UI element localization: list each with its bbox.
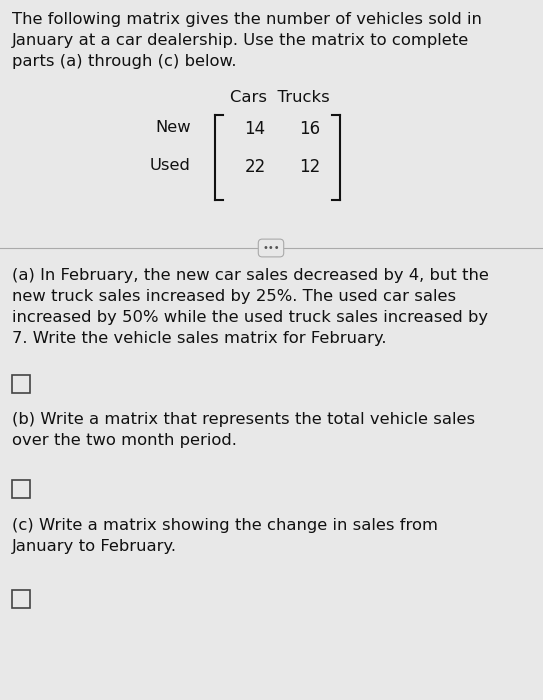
Bar bbox=[12, 590, 30, 608]
Bar bbox=[12, 480, 30, 498]
Text: 14: 14 bbox=[244, 120, 266, 138]
Text: Cars  Trucks: Cars Trucks bbox=[230, 90, 330, 105]
Text: 16: 16 bbox=[299, 120, 320, 138]
Text: (b) Write a matrix that represents the total vehicle sales
over the two month pe: (b) Write a matrix that represents the t… bbox=[12, 412, 475, 448]
Text: 12: 12 bbox=[299, 158, 320, 176]
Text: 22: 22 bbox=[244, 158, 266, 176]
Bar bbox=[12, 375, 30, 393]
Text: (a) In February, the new car sales decreased by 4, but the
new truck sales incre: (a) In February, the new car sales decre… bbox=[12, 268, 489, 346]
Text: Used: Used bbox=[150, 158, 191, 173]
Text: New: New bbox=[155, 120, 191, 135]
Text: The following matrix gives the number of vehicles sold in
January at a car deale: The following matrix gives the number of… bbox=[12, 12, 482, 69]
Text: •••: ••• bbox=[262, 243, 280, 253]
Text: (c) Write a matrix showing the change in sales from
January to February.: (c) Write a matrix showing the change in… bbox=[12, 518, 438, 554]
